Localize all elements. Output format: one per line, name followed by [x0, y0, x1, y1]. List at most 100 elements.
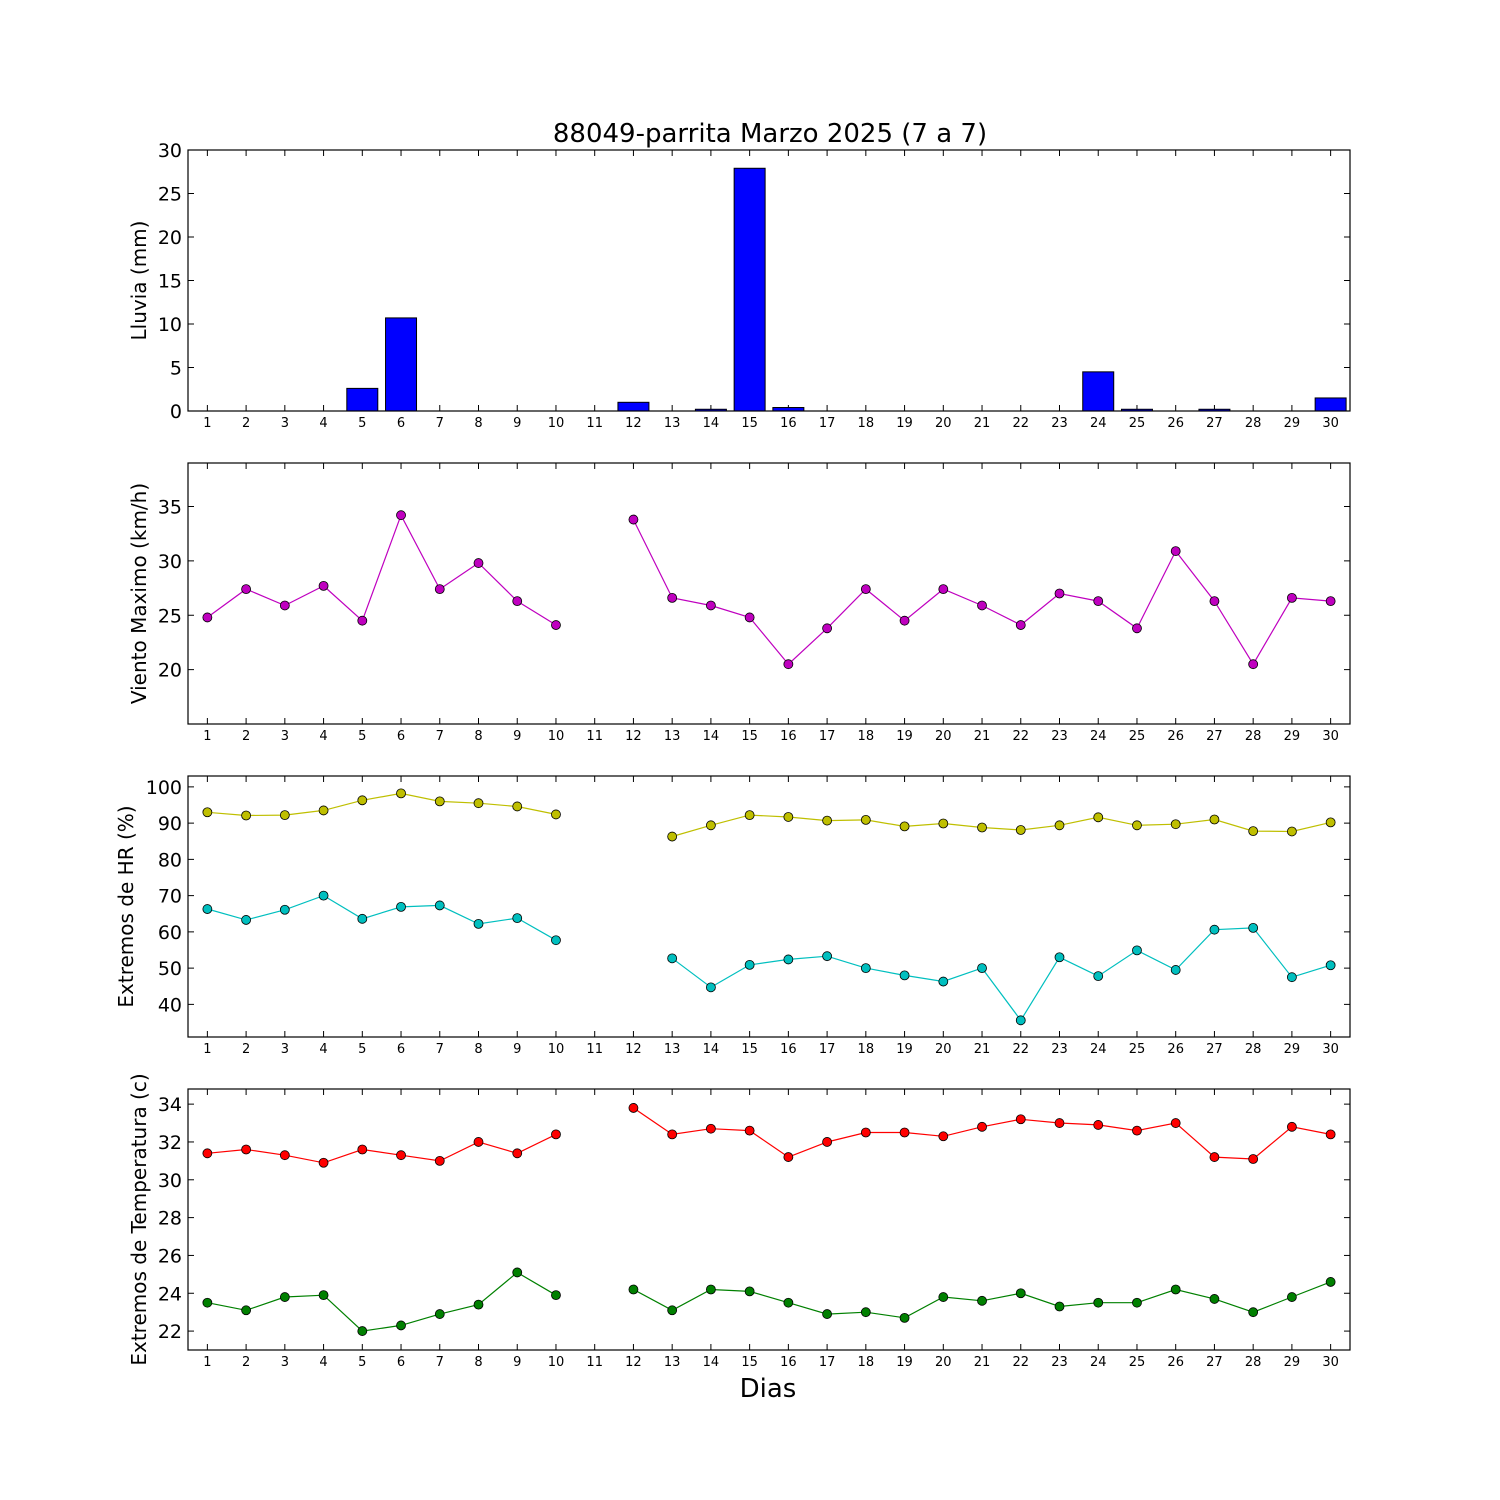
data-point	[1093, 1120, 1104, 1130]
x-tick-label: 19	[896, 1355, 913, 1370]
data-point	[667, 831, 678, 842]
x-tick-label: 5	[358, 416, 366, 431]
rain-bar	[1082, 371, 1115, 412]
x-tick-label: 13	[664, 729, 681, 744]
data-point	[1287, 1292, 1297, 1302]
x-tick-label: 18	[858, 1042, 875, 1057]
data-point	[512, 596, 523, 607]
data-point	[744, 959, 755, 970]
data-point	[512, 801, 523, 812]
x-tick-label: 2	[242, 1355, 250, 1370]
data-point	[396, 901, 406, 912]
series-line-2	[207, 1271, 1331, 1332]
data-point	[357, 1144, 368, 1155]
data-point	[1093, 812, 1104, 823]
data-point	[938, 1131, 949, 1142]
data-point	[396, 510, 406, 521]
data-point	[860, 814, 871, 825]
data-point	[744, 1286, 755, 1297]
data-point	[396, 1320, 406, 1331]
data-point	[241, 584, 252, 595]
x-tick-label: 22	[1012, 416, 1029, 431]
data-point	[706, 982, 716, 993]
data-point	[977, 963, 987, 974]
data-point	[1287, 592, 1297, 603]
data-point	[977, 822, 987, 833]
x-tick-label: 6	[397, 416, 405, 431]
data-point	[434, 900, 445, 911]
data-point	[1287, 826, 1297, 837]
data-point	[744, 1125, 755, 1136]
data-point	[1054, 820, 1065, 831]
x-tick-label: 14	[703, 729, 720, 744]
data-point	[899, 1127, 910, 1138]
y-tick-label: 25	[158, 605, 182, 627]
x-tick-label: 17	[819, 729, 836, 744]
x-tick-label: 9	[513, 729, 521, 744]
data-point	[628, 1284, 639, 1295]
data-point	[822, 1309, 832, 1319]
series-line-1	[207, 1107, 1331, 1164]
data-point	[473, 1299, 484, 1310]
data-point	[241, 810, 252, 821]
x-tick-label: 13	[664, 1042, 681, 1057]
axes-frame	[187, 775, 1351, 1038]
x-tick-label: 16	[780, 1355, 797, 1370]
x-tick-label: 3	[281, 729, 289, 744]
x-tick-label: 26	[1167, 1355, 1184, 1370]
y-tick-label: 5	[170, 358, 182, 380]
data-point	[1132, 945, 1142, 956]
data-point	[241, 1144, 252, 1155]
x-tick-label: 19	[896, 1042, 913, 1057]
x-tick-label: 9	[513, 1042, 521, 1057]
data-point	[1170, 819, 1181, 830]
y-axis-label: Extremos de Temperatura (c)	[127, 1073, 151, 1365]
x-tick-label: 5	[358, 1355, 366, 1370]
data-point	[1325, 596, 1336, 607]
data-point	[473, 798, 484, 809]
x-tick-label: 23	[1051, 416, 1068, 431]
y-tick-label: 32	[158, 1132, 182, 1154]
y-tick-label: 60	[158, 922, 182, 944]
x-tick-label: 7	[436, 416, 444, 431]
data-point	[1054, 1118, 1065, 1128]
x-tick-label: 28	[1245, 1355, 1262, 1370]
x-tick-label: 25	[1129, 729, 1146, 744]
x-tick-label: 1	[203, 729, 211, 744]
data-point	[822, 623, 832, 634]
data-point	[938, 1292, 949, 1302]
data-point	[473, 558, 484, 568]
x-tick-label: 27	[1206, 1042, 1223, 1057]
data-point	[357, 615, 368, 626]
x-tick-label: 15	[741, 729, 758, 744]
x-tick-label: 14	[703, 416, 720, 431]
data-point	[1170, 1118, 1181, 1128]
x-tick-label: 21	[974, 416, 991, 431]
data-point	[512, 1148, 523, 1159]
y-tick-label: 15	[158, 271, 182, 293]
x-tick-label: 30	[1322, 1042, 1339, 1057]
rain-bar	[617, 401, 650, 412]
data-point	[318, 1290, 329, 1301]
x-tick-label: 25	[1129, 1355, 1146, 1370]
data-point	[667, 1129, 678, 1140]
data-point	[938, 818, 949, 829]
x-tick-label: 13	[664, 416, 681, 431]
x-tick-label: 28	[1245, 416, 1262, 431]
x-tick-label: 2	[242, 1042, 250, 1057]
data-point	[318, 805, 329, 816]
x-tick-label: 23	[1051, 1042, 1068, 1057]
data-point	[241, 1305, 252, 1316]
x-tick-label: 21	[974, 729, 991, 744]
data-point	[1132, 820, 1142, 831]
data-point	[667, 592, 678, 603]
x-tick-label: 12	[625, 416, 642, 431]
data-point	[783, 1152, 794, 1162]
x-tick-label: 13	[664, 1355, 681, 1370]
y-tick-label: 50	[158, 958, 182, 980]
x-tick-label: 1	[203, 1355, 211, 1370]
x-tick-label: 29	[1284, 729, 1301, 744]
x-tick-label: 28	[1245, 729, 1262, 744]
data-point	[357, 913, 368, 924]
x-tick-label: 28	[1245, 1042, 1262, 1057]
